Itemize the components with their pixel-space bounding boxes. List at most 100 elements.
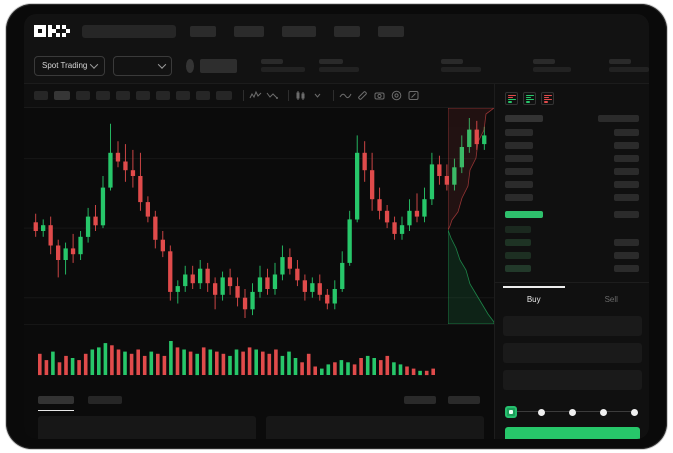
pair-name-placeholder bbox=[199, 58, 237, 73]
order-total-field[interactable] bbox=[503, 370, 642, 390]
ask-row-1-value bbox=[598, 115, 639, 122]
order-amount-field[interactable] bbox=[503, 343, 642, 363]
orderbook-mode-asks-icon[interactable] bbox=[541, 92, 554, 105]
orderbook-mode-both-icon[interactable] bbox=[505, 92, 518, 105]
global-search-input[interactable] bbox=[82, 24, 176, 38]
device-screen: Spot Trading bbox=[24, 14, 649, 439]
ask-row-2[interactable] bbox=[505, 129, 533, 136]
toolbar-divider bbox=[243, 90, 244, 101]
footer-action-2[interactable] bbox=[448, 396, 480, 404]
indicator-icon[interactable] bbox=[249, 89, 262, 102]
tab-order-history[interactable] bbox=[88, 396, 122, 404]
volume-histogram[interactable] bbox=[24, 324, 494, 389]
amount-slider[interactable] bbox=[505, 406, 640, 418]
stat-high bbox=[441, 59, 481, 72]
stat-change bbox=[319, 59, 359, 72]
chevron-down-icon[interactable] bbox=[311, 89, 324, 102]
tf-1mo[interactable] bbox=[196, 91, 210, 100]
ask-row-7-value bbox=[614, 194, 639, 201]
fullscreen-icon[interactable] bbox=[407, 89, 420, 102]
ask-row-6[interactable] bbox=[505, 181, 533, 188]
orders-tabs-bar bbox=[24, 389, 494, 411]
tf-more[interactable] bbox=[216, 91, 232, 100]
ask-row-2-value bbox=[614, 129, 639, 136]
slider-handle[interactable] bbox=[505, 406, 517, 418]
compare-icon[interactable] bbox=[266, 89, 279, 102]
bid-row-2[interactable] bbox=[505, 239, 531, 246]
tf-1d[interactable] bbox=[156, 91, 170, 100]
chevron-down-icon bbox=[157, 59, 166, 69]
ruler-icon[interactable] bbox=[356, 89, 369, 102]
tab-open-orders[interactable] bbox=[38, 396, 74, 411]
order-price-field[interactable] bbox=[503, 316, 642, 336]
tab-buy-label: Buy bbox=[526, 294, 541, 304]
market-depth-overlay bbox=[448, 108, 494, 324]
tf-30m[interactable] bbox=[96, 91, 110, 100]
chevron-down-icon bbox=[90, 59, 99, 69]
tf-1h[interactable] bbox=[116, 91, 130, 100]
bid-row-3-value bbox=[614, 252, 639, 259]
tab-sell-label: Sell bbox=[604, 294, 618, 304]
slider-step-100[interactable] bbox=[631, 408, 638, 416]
bottom-panel-right[interactable] bbox=[266, 416, 484, 439]
ask-row-3-value bbox=[614, 142, 639, 149]
toolbar-divider bbox=[288, 90, 289, 101]
order-form bbox=[495, 316, 649, 397]
okx-logo[interactable] bbox=[34, 25, 70, 37]
order-panel: Buy Sell bbox=[494, 84, 649, 439]
ask-row-7[interactable] bbox=[505, 194, 533, 201]
tf-4h[interactable] bbox=[136, 91, 150, 100]
nav-item-3[interactable] bbox=[282, 25, 316, 37]
footer-action-1[interactable] bbox=[404, 396, 436, 404]
tf-1w[interactable] bbox=[176, 91, 190, 100]
bid-row-3[interactable] bbox=[505, 252, 531, 259]
slider-step-50[interactable] bbox=[569, 408, 576, 416]
ask-row-3[interactable] bbox=[505, 142, 533, 149]
bottom-panels bbox=[24, 412, 494, 439]
market-subheader: Spot Trading bbox=[24, 48, 649, 84]
camera-icon[interactable] bbox=[373, 89, 386, 102]
slider-step-75[interactable] bbox=[600, 408, 607, 416]
buy-sell-tabs: Buy Sell bbox=[495, 286, 649, 312]
stat-low bbox=[533, 59, 571, 72]
tab-sell[interactable]: Sell bbox=[573, 286, 650, 312]
orderbook-mode-switch bbox=[495, 84, 649, 111]
ask-row-1[interactable] bbox=[505, 115, 543, 122]
orderbook-mode-bids-icon[interactable] bbox=[523, 92, 536, 105]
stat-volume bbox=[609, 59, 649, 72]
place-buy-order-button[interactable] bbox=[505, 427, 640, 439]
ask-row-5-value bbox=[614, 168, 639, 175]
nav-item-4[interactable] bbox=[334, 25, 360, 37]
ask-row-5[interactable] bbox=[505, 168, 533, 175]
bottom-panel-left[interactable] bbox=[38, 416, 256, 439]
nav-item-2[interactable] bbox=[234, 25, 264, 37]
settings-icon[interactable] bbox=[390, 89, 403, 102]
toolbar-divider bbox=[333, 90, 334, 101]
tf-15m[interactable] bbox=[76, 91, 90, 100]
bid-row-4[interactable] bbox=[505, 265, 531, 272]
slider-step-25[interactable] bbox=[538, 408, 545, 416]
nav-item-1[interactable] bbox=[190, 25, 216, 37]
bid-row-2-value bbox=[614, 239, 639, 246]
orderbook-last-price-value bbox=[614, 211, 639, 218]
tf-5m[interactable] bbox=[54, 91, 70, 100]
line-chart-icon[interactable] bbox=[339, 89, 352, 102]
trading-pair-select[interactable] bbox=[113, 55, 172, 76]
trading-mode-button[interactable]: Spot Trading bbox=[34, 55, 106, 76]
bid-row-1[interactable] bbox=[505, 226, 531, 233]
tab-buy[interactable]: Buy bbox=[495, 286, 573, 312]
candlestick-canvas bbox=[24, 118, 494, 318]
tf-1m[interactable] bbox=[34, 91, 48, 100]
orderbook-last-price[interactable] bbox=[505, 211, 543, 218]
candle-type-icon[interactable] bbox=[294, 89, 307, 102]
stat-last-price bbox=[261, 59, 305, 72]
price-candlestick-chart[interactable] bbox=[24, 108, 494, 324]
ask-row-4[interactable] bbox=[505, 155, 533, 162]
nav-item-5[interactable] bbox=[378, 25, 404, 37]
top-navigation-bar bbox=[24, 14, 649, 48]
trading-mode-label: Spot Trading bbox=[42, 61, 88, 70]
bid-row-4-value bbox=[614, 265, 639, 272]
volume-canvas bbox=[38, 341, 435, 376]
orderbook-rows[interactable] bbox=[495, 111, 649, 289]
